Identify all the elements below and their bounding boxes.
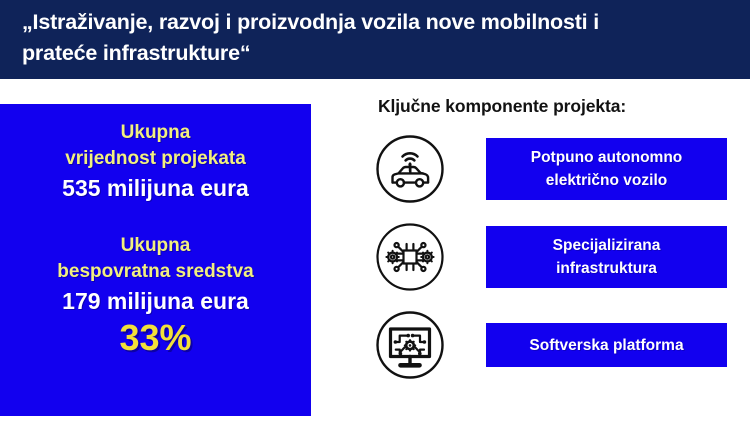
components-heading: Ključne komponente projekta: bbox=[378, 96, 627, 116]
stat-block-total-value: Ukupna vrijednost projekata 535 milijuna… bbox=[10, 120, 301, 203]
stat-label-grant: Ukupna bespovratna sredstva bbox=[57, 235, 254, 282]
stat-percent-grant: 33% bbox=[119, 317, 192, 358]
page-title: „Istraživanje, razvoj i proizvodnja vozi… bbox=[22, 10, 599, 65]
chip-gears-circuit-icon bbox=[374, 221, 446, 293]
key-components-section: Ključne komponente projekta: Potpuno aut… bbox=[372, 96, 750, 422]
component-row: Potpuno autonomno električno vozilo bbox=[372, 125, 750, 213]
stat-block-grant: Ukupna bespovratna sredstva 179 milijuna… bbox=[10, 233, 301, 359]
autonomous-car-signal-icon bbox=[374, 133, 446, 205]
component-row: Specijalizirana infrastruktura bbox=[372, 213, 750, 301]
component-row: Softverska platforma bbox=[372, 301, 750, 389]
project-value-panel: Ukupna vrijednost projekata 535 milijuna… bbox=[0, 104, 311, 416]
component-label-specialized-infrastructure: Specijalizirana infrastruktura bbox=[486, 226, 727, 288]
stat-label-total-value: Ukupna vrijednost projekata bbox=[65, 122, 246, 169]
component-label-autonomous-vehicle: Potpuno autonomno električno vozilo bbox=[486, 138, 727, 200]
stat-value-grant: 179 milijuna eura bbox=[62, 288, 249, 314]
header-band: „Istraživanje, razvoj i proizvodnja vozi… bbox=[0, 0, 750, 79]
monitor-circuit-gear-icon bbox=[374, 309, 446, 381]
stat-value-total-value: 535 milijuna eura bbox=[62, 175, 249, 201]
component-label-software-platform: Softverska platforma bbox=[486, 323, 727, 367]
